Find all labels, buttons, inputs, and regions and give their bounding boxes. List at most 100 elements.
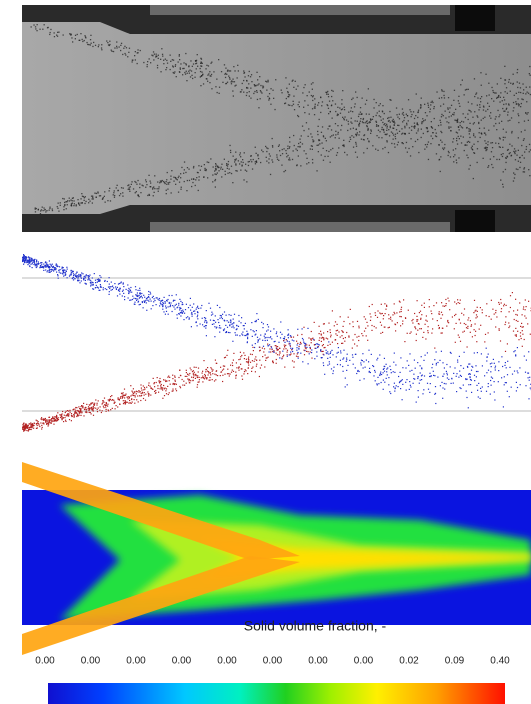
particle [245,370,246,371]
particle [193,311,194,312]
particle [498,381,499,382]
particle [469,137,470,138]
particle [277,159,278,160]
particle [352,321,353,322]
particle [407,333,408,334]
particle [109,288,110,289]
particle [256,330,257,331]
particle [316,351,317,352]
particle [409,389,410,390]
particle [150,395,151,396]
particle [519,167,520,168]
particle [86,411,87,412]
particle [192,307,193,308]
particle [453,138,454,139]
particle [151,301,152,302]
particle [183,62,184,63]
particle [394,383,395,384]
particle [215,379,216,380]
particle [131,292,132,293]
particle [210,372,211,373]
particle [421,123,422,124]
particle [515,350,516,351]
particle [486,95,487,96]
particle [275,79,276,80]
particle [399,131,400,132]
particle [413,111,414,112]
particle [386,369,387,370]
particle [442,305,443,306]
particle [93,406,94,407]
particle [266,90,267,91]
particle [303,107,304,108]
particle [451,383,452,384]
particle [123,392,124,393]
particle [153,195,154,196]
particle [475,331,476,332]
particle [389,366,390,367]
particle [430,109,431,110]
particle [260,98,261,99]
particle [494,381,495,382]
particle [71,37,72,38]
particle [36,263,37,264]
particle [307,105,308,106]
particle [280,337,281,338]
particle [85,201,86,202]
particle [148,385,149,386]
particle [59,414,60,415]
particle [171,192,172,193]
particle [461,313,462,314]
particle [354,106,355,107]
particle [196,309,197,310]
particle [193,373,194,374]
particle [186,304,187,305]
particle [45,421,46,422]
particle [164,297,165,298]
particle [71,270,72,271]
particle [318,151,319,152]
particle [253,350,254,351]
particle [440,385,441,386]
particle [487,109,488,110]
particle [380,322,381,323]
particle [260,90,261,91]
particle [205,68,206,69]
particle [117,185,118,186]
particle [448,97,449,98]
colorbar-gradient [48,683,505,704]
particle [80,202,81,203]
particle [50,420,51,421]
particle [150,292,151,293]
particle [476,371,477,372]
particle [327,345,328,346]
particle [157,65,158,66]
particle [181,187,182,188]
particle [214,336,215,337]
particle [441,351,442,352]
particle [416,316,417,317]
particle [29,263,30,264]
particle [71,413,72,414]
particle [197,312,198,313]
particle [296,347,297,348]
particle [167,377,168,378]
particle [97,287,98,288]
particle [233,327,234,328]
particle [501,311,502,312]
particle [276,331,277,332]
particle [348,335,349,336]
particle [496,129,497,130]
particle [492,142,493,143]
particle [520,87,521,88]
particle [370,133,371,134]
particle [311,340,312,341]
particle [434,106,435,107]
particle [357,345,358,346]
particle [312,162,313,163]
particle [197,387,198,388]
particle [98,408,99,409]
particle [417,117,418,118]
particle [450,130,451,131]
particle [227,82,228,83]
